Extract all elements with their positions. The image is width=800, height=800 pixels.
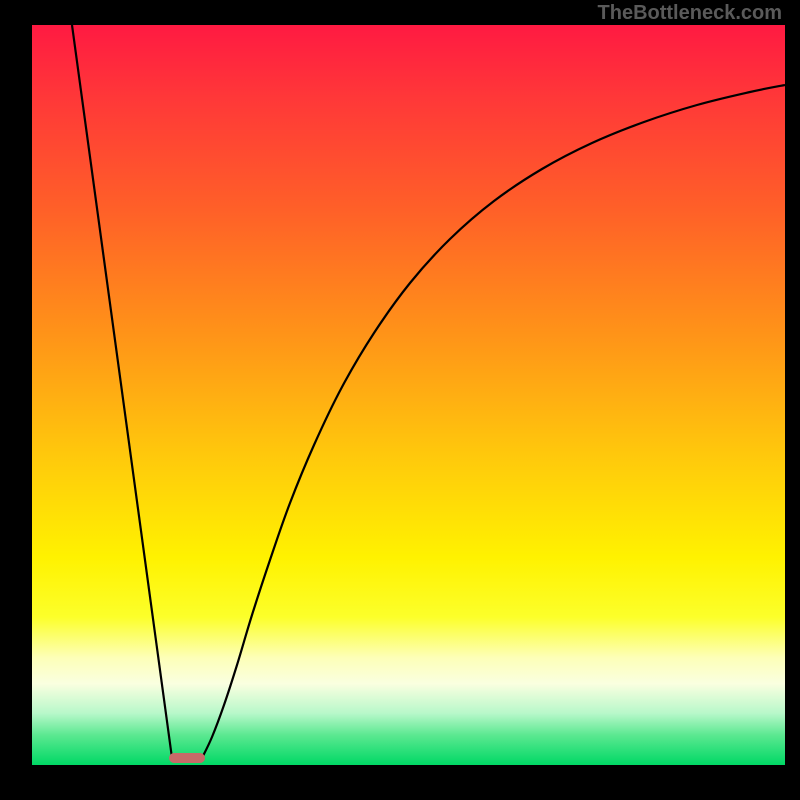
plot-area [32, 25, 785, 765]
watermark-text: TheBottleneck.com [598, 2, 782, 25]
chart-container: TheBottleneck.com [0, 0, 800, 800]
bottleneck-chart [0, 0, 800, 800]
bottleneck-marker [169, 753, 205, 763]
